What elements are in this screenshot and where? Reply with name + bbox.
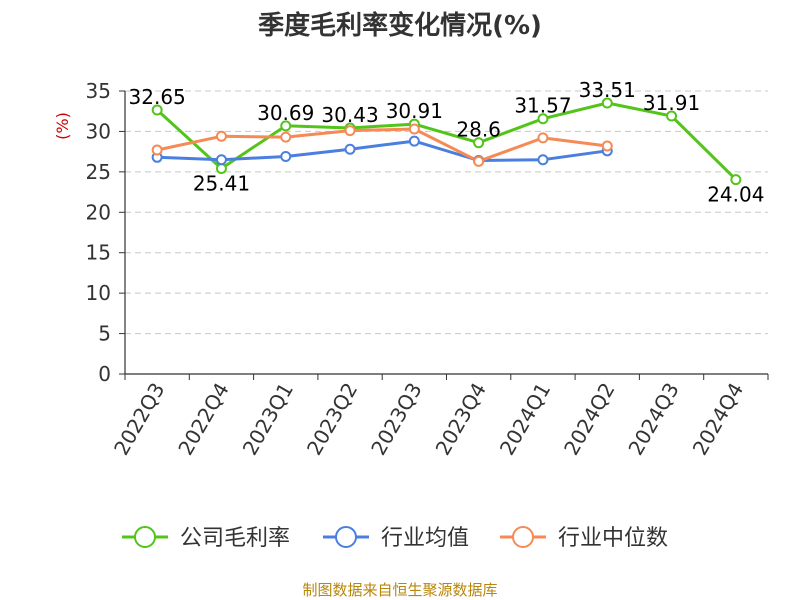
data-point <box>537 154 549 166</box>
data-label: 25.41 <box>193 172 250 196</box>
data-point <box>280 131 292 143</box>
x-tick-label: 2023Q2 <box>302 379 362 460</box>
x-tick-label: 2022Q3 <box>109 379 169 460</box>
series-line-0 <box>156 101 737 181</box>
data-label: 30.91 <box>386 99 443 123</box>
data-label: 30.43 <box>321 103 378 127</box>
data-point <box>473 137 485 149</box>
x-tick-label: 2023Q1 <box>238 379 298 460</box>
data-point <box>408 135 420 147</box>
chart-title: 季度毛利率变化情况(%) <box>258 10 542 41</box>
series-line-2 <box>156 127 608 163</box>
data-point <box>408 123 420 135</box>
data-label: 33.51 <box>579 78 636 102</box>
legend-item[interactable]: 行业中位数 <box>500 526 668 551</box>
legend-item[interactable]: 公司毛利率 <box>122 526 290 551</box>
data-point <box>151 144 163 156</box>
x-tick-label: 2024Q2 <box>559 379 619 460</box>
y-tick-label: 35 <box>86 79 111 103</box>
data-label: 24.04 <box>707 183 764 207</box>
data-label: 28.6 <box>456 118 501 142</box>
y-tick-label: 0 <box>98 362 111 386</box>
data-point <box>537 113 549 125</box>
legend-label: 行业中位数 <box>558 526 668 551</box>
y-tick-label: 15 <box>86 241 111 265</box>
y-axis-label: (%) <box>53 112 72 140</box>
x-tick-label: 2023Q4 <box>431 379 491 460</box>
data-point <box>730 174 742 186</box>
data-label: 31.57 <box>514 94 571 118</box>
legend-label: 行业均值 <box>381 526 469 551</box>
x-tick-labels: 2022Q3 2022Q4 2023Q1 2023Q2 2023Q3 2023Q4 2024… <box>109 379 748 460</box>
legend-swatch-marker <box>512 526 534 548</box>
data-label: 30.69 <box>257 101 314 125</box>
data-label: 31.91 <box>643 91 700 115</box>
y-tick-label: 25 <box>86 160 111 184</box>
data-point <box>215 154 227 166</box>
series-line-1 <box>157 139 608 162</box>
x-tick-label: 2022Q4 <box>173 379 233 460</box>
series-layer <box>151 97 742 186</box>
y-tick-label: 20 <box>86 200 111 224</box>
x-tick-label: 2024Q3 <box>623 379 683 460</box>
source-note: 制图数据来自恒生聚源数据库 <box>302 581 497 599</box>
data-point <box>537 132 549 144</box>
legend-swatch-marker <box>134 526 156 548</box>
grid-lines <box>125 90 768 335</box>
data-point <box>280 120 292 132</box>
data-labels: 32.65 25.41 30.69 30.43 30.91 28.6 31.57 33.51 3… <box>129 78 765 207</box>
y-tick-labels: 0 5 10 15 20 25 30 35 <box>86 79 111 386</box>
y-tick-label: 10 <box>86 281 111 305</box>
data-label: 32.65 <box>129 85 186 109</box>
data-point <box>666 110 678 122</box>
x-tick-label: 2023Q3 <box>366 379 426 460</box>
y-tick-label: 30 <box>86 119 111 143</box>
x-tick-label: 2024Q1 <box>495 379 555 460</box>
data-point <box>280 150 292 162</box>
x-tick-label: 2024Q4 <box>688 379 748 460</box>
data-point <box>151 104 163 116</box>
legend-swatch-marker <box>335 526 357 548</box>
data-point <box>601 97 613 109</box>
data-point <box>344 125 356 137</box>
axes <box>119 90 769 380</box>
data-point <box>601 140 613 152</box>
legend-item[interactable]: 行业均值 <box>323 526 469 551</box>
y-tick-label: 5 <box>98 322 111 346</box>
data-point <box>215 130 227 142</box>
legend-label: 公司毛利率 <box>180 526 290 551</box>
data-point <box>473 155 485 167</box>
legend: 公司毛利率 行业均值 行业中位数 <box>122 526 668 551</box>
data-point <box>344 143 356 155</box>
